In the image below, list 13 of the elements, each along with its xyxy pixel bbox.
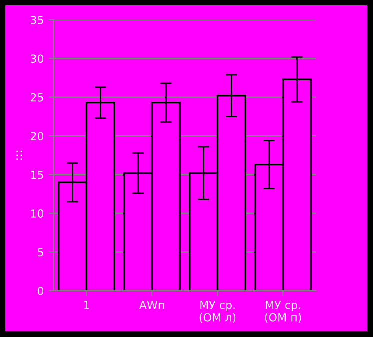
x-tick-label: 1 (84, 301, 90, 310)
x-tick-label: МУ ср. (ОМ п) (265, 301, 302, 324)
y-tick-label: 25 (30, 93, 44, 102)
y-tick-label: 10 (31, 210, 44, 218)
y-tick-label: 35 (30, 16, 44, 24)
y-tick-label: 5 (38, 248, 44, 257)
y-tick-label: 15 (31, 170, 44, 180)
x-tick-label: МУ ср. (ОМ л) (200, 301, 236, 324)
y-tick-label: 0 (38, 286, 44, 296)
y-axis-title: ::: (16, 151, 22, 160)
x-tick-label: АWп (139, 301, 164, 310)
y-tick-label: 30 (30, 54, 44, 64)
y-tick-label: 20 (30, 132, 44, 141)
